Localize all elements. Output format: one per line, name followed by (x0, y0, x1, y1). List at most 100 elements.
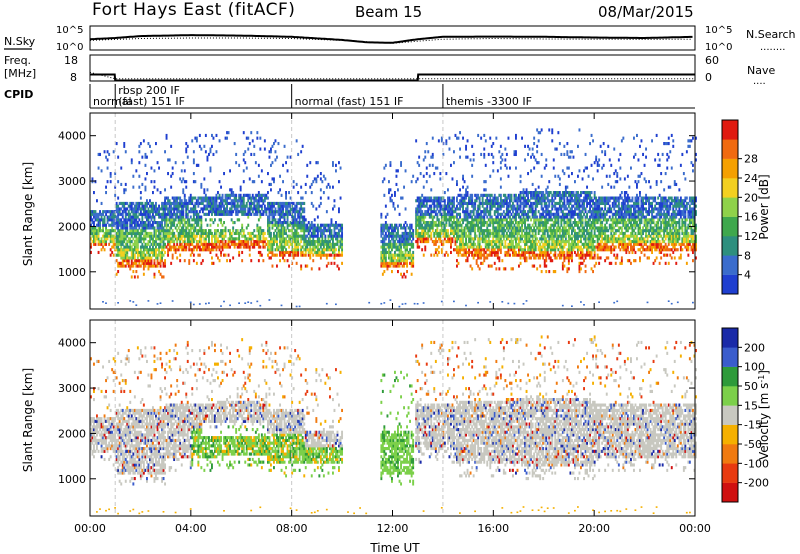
rti-cell (418, 231, 421, 236)
rti-cell (419, 215, 422, 219)
rti-cell (453, 150, 455, 154)
rti-cell (117, 180, 120, 184)
rti-cell (451, 199, 454, 203)
rti-cell (496, 226, 499, 230)
rti-cell (549, 259, 552, 263)
rti-cell (309, 245, 312, 249)
rti-cell (146, 250, 148, 255)
rti-cell (555, 193, 558, 197)
rti-cell (518, 207, 520, 211)
rti-cell (147, 218, 150, 222)
rti-cell (539, 199, 542, 203)
rti-cell (507, 245, 510, 249)
rti-cell (540, 234, 543, 238)
rti-cell (484, 207, 487, 211)
rti-cell (421, 248, 424, 252)
rti-cell (174, 245, 177, 249)
rti-cell (282, 221, 285, 225)
rti-cell (262, 259, 265, 263)
rti-cell (454, 133, 457, 138)
rti-cell (146, 261, 148, 265)
rti-cell (100, 215, 103, 219)
rti-cell (443, 226, 446, 230)
rti-cell (135, 207, 138, 211)
rti-cell (91, 229, 94, 233)
rti-cell (401, 259, 404, 263)
rti-cell (425, 223, 428, 227)
rti-cell (424, 155, 427, 159)
rti-cell (457, 234, 460, 238)
rti-cell (563, 218, 566, 222)
rti-cell (277, 142, 280, 146)
rti-cell (554, 212, 557, 216)
rti-cell (409, 234, 412, 238)
rti-cell (144, 185, 147, 189)
rti-cell (554, 147, 557, 151)
rti-cell (267, 196, 269, 200)
rti-cell (150, 242, 153, 246)
rti-cell (333, 199, 336, 203)
rti-cell (412, 234, 415, 238)
rti-cell (548, 193, 551, 197)
rti-cell (512, 240, 514, 244)
rti-cell (501, 234, 504, 238)
rti-cell (427, 240, 430, 244)
rti-cell (469, 158, 472, 162)
rti-cell (297, 223, 300, 227)
nsearch-tick-top: 10^5 (705, 25, 732, 36)
rti-cell (254, 193, 257, 197)
rti-cell (451, 201, 454, 206)
rti-cell (401, 250, 404, 255)
rti-cell (434, 204, 437, 208)
rti-cell (487, 199, 490, 203)
rti-cell (528, 215, 531, 219)
rti-cell (543, 215, 546, 219)
rti-cell (146, 210, 148, 214)
rti-cell (403, 240, 406, 244)
rti-cell (527, 245, 530, 249)
rti-cell (513, 223, 516, 227)
rti-cell (492, 199, 495, 203)
rti-cell (130, 240, 133, 244)
rti-cell (121, 204, 124, 208)
rti-cell (248, 207, 251, 211)
rti-cell (495, 234, 498, 238)
rti-cell (307, 229, 310, 233)
rti-cell (418, 245, 421, 249)
rti-cell (102, 240, 105, 244)
rti-cell (465, 250, 468, 255)
rti-cell (218, 240, 221, 244)
rti-cell (130, 207, 133, 211)
rti-cell (445, 172, 448, 176)
rti-cell (521, 218, 524, 222)
rti-cell (421, 223, 424, 227)
rti-cell (319, 188, 322, 192)
rti-cell (439, 223, 442, 227)
rti-cell (150, 248, 153, 252)
rti-cell (310, 250, 313, 255)
rti-cell (247, 147, 250, 151)
rti-cell (329, 240, 331, 244)
beam-title: Beam 15 (355, 3, 422, 21)
rti-cell (531, 215, 534, 219)
rti-cell (552, 240, 555, 244)
rti-cell (90, 231, 92, 236)
rti-cell (540, 253, 543, 257)
rti-cell (212, 221, 215, 225)
rti-cell (139, 245, 142, 249)
rti-cell (533, 142, 536, 146)
rti-cell (540, 174, 543, 178)
rti-cell (545, 256, 548, 260)
rti-cell (504, 218, 507, 222)
rti-cell (147, 242, 150, 246)
rti-cell (309, 242, 312, 246)
rti-cell (437, 210, 440, 214)
rti-cell (123, 218, 126, 222)
rti-cell (310, 234, 313, 238)
rti-cell (403, 245, 406, 249)
rti-cell (407, 234, 410, 238)
rti-cell (391, 245, 393, 249)
rti-cell (442, 229, 445, 233)
rti-cell (398, 212, 401, 216)
rti-cell (149, 223, 151, 227)
